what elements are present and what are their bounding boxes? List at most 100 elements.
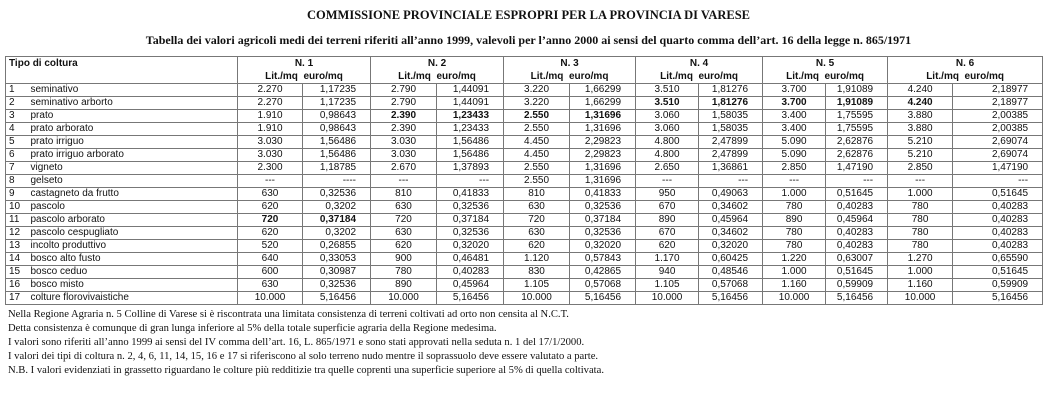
value-lit: ---: [762, 174, 827, 188]
table-row: 1 seminativo 2.270 1,17235 2.790 1,44091 3.220…: [5, 83, 1044, 97]
value-lit: 620: [635, 239, 700, 253]
value-lit: ---: [635, 174, 700, 188]
row-number: 12: [5, 226, 28, 240]
value-lit: 3.220: [503, 83, 571, 97]
value-lit: 1.000: [887, 187, 954, 201]
table-row: 13 incolto produttivo 520 0,26855 620 0,32020…: [5, 239, 1044, 253]
value-euro: 2,62876: [825, 148, 889, 162]
value-euro: 1,91089: [825, 96, 889, 110]
value-lit: 2.550: [503, 109, 571, 123]
value-euro: 1,23433: [436, 122, 505, 136]
value-euro: 0,46481: [436, 252, 505, 266]
value-euro: 0,57068: [569, 278, 637, 292]
value-euro: 1,75595: [825, 109, 889, 123]
value-euro: 2,00385: [952, 109, 1044, 123]
header-region: N. 1 Lit./mq euro/mq: [236, 56, 372, 84]
value-euro: 1,47190: [825, 161, 889, 175]
row-number: 1: [5, 83, 28, 97]
value-lit: 890: [635, 213, 700, 227]
value-lit: 630: [237, 187, 303, 201]
value-euro: 1,66299: [569, 83, 637, 97]
value-euro: 0,57068: [698, 278, 764, 292]
value-lit: 10.000: [762, 291, 827, 305]
crop-type: prato irriguo arborato: [27, 148, 238, 162]
table-row: 12 pascolo cespugliato 620 0,3202 630 0,32536…: [5, 226, 1044, 240]
value-euro: 1,18785: [301, 161, 372, 175]
value-lit: 2.550: [503, 122, 571, 136]
row-number: 4: [5, 122, 28, 136]
value-euro: 0,45964: [698, 213, 764, 227]
value-lit: 1.220: [762, 252, 827, 266]
value-euro: 0,40283: [952, 226, 1044, 240]
document-subtitle: Tabella dei valori agricoli medi dei ter…: [145, 33, 912, 47]
value-euro: 0,45964: [825, 213, 889, 227]
value-euro: 5,16456: [952, 291, 1044, 305]
value-lit: 3.880: [887, 122, 954, 136]
unit-euro: euro/mq: [436, 71, 476, 82]
value-lit: 780: [887, 213, 954, 227]
row-number: 9: [5, 187, 28, 201]
value-lit: 3.030: [370, 135, 438, 149]
value-euro: 2,29823: [569, 135, 637, 149]
value-euro: 2,69074: [952, 148, 1044, 162]
unit-euro: euro/mq: [964, 71, 1004, 82]
value-lit: 1.160: [762, 278, 827, 292]
row-number: 2: [5, 96, 28, 110]
note-line: Nella Regione Agraria n. 5 Colline di Va…: [8, 309, 569, 320]
value-euro: 0,3202: [301, 226, 372, 240]
value-euro: 0,40283: [436, 265, 505, 279]
value-lit: ---: [370, 174, 438, 188]
value-lit: 1.170: [635, 252, 700, 266]
value-lit: 1.000: [762, 187, 827, 201]
unit-lit: Lit./mq: [530, 71, 564, 82]
region-units: Lit./mq euro/mq: [507, 70, 632, 83]
value-lit: 10.000: [237, 291, 303, 305]
value-lit: 3.700: [762, 83, 827, 97]
value-euro: 0,48546: [698, 265, 764, 279]
value-lit: 3.060: [635, 109, 700, 123]
value-lit: 950: [635, 187, 700, 201]
row-number: 14: [5, 252, 28, 266]
value-lit: 10.000: [635, 291, 700, 305]
table-row: 8 gelseto --- ---- --- --- 2.550 1,31696 --- --- -…: [5, 174, 1044, 188]
table-row: 15 bosco ceduo 600 0,30987 780 0,40283 830 0,42…: [5, 265, 1044, 279]
value-lit: 720: [370, 213, 438, 227]
value-lit: 620: [503, 239, 571, 253]
crop-type: incolto produttivo: [27, 239, 238, 253]
value-euro: 0,51645: [952, 187, 1044, 201]
value-lit: 3.400: [762, 122, 827, 136]
header-region: N. 2 Lit./mq euro/mq: [370, 56, 505, 84]
crop-type: seminativo: [27, 83, 238, 97]
value-euro: 1,44091: [436, 96, 505, 110]
header-row: Tipo di coltura N. 1 Lit./mq euro/mq N. 2 Li…: [5, 56, 1044, 84]
row-number: 16: [5, 278, 28, 292]
value-lit: 900: [370, 252, 438, 266]
value-euro: ---: [825, 174, 889, 188]
unit-euro: euro/mq: [303, 71, 343, 82]
value-lit: 1.105: [635, 278, 700, 292]
value-euro: 0,32536: [301, 187, 372, 201]
value-lit: 780: [370, 265, 438, 279]
unit-euro: euro/mq: [568, 71, 609, 82]
region-units: Lit./mq euro/mq: [241, 70, 367, 83]
value-lit: 10.000: [370, 291, 438, 305]
value-euro: 1,58035: [698, 109, 764, 123]
value-lit: 2.650: [635, 161, 700, 175]
value-euro: 1,31696: [569, 122, 637, 136]
value-euro: 2,47899: [698, 148, 764, 162]
value-euro: 2,18977: [952, 83, 1044, 97]
value-lit: 780: [762, 226, 827, 240]
value-euro: 0,98643: [301, 109, 372, 123]
region-units: Lit./mq euro/mq: [891, 70, 1039, 83]
value-lit: 3.030: [237, 148, 303, 162]
value-euro: 0,37184: [436, 213, 505, 227]
table-row: 5 prato irriguo 3.030 1,56486 3.030 1,56486 4.…: [5, 135, 1044, 149]
value-lit: 3.060: [635, 122, 700, 136]
region-units: Lit./mq euro/mq: [639, 70, 759, 83]
value-lit: 4.800: [635, 148, 700, 162]
value-euro: 0,49063: [698, 187, 764, 201]
value-lit: 4.240: [887, 83, 954, 97]
value-euro: 1,23433: [436, 109, 505, 123]
value-lit: 940: [635, 265, 700, 279]
value-euro: 5,16456: [436, 291, 505, 305]
